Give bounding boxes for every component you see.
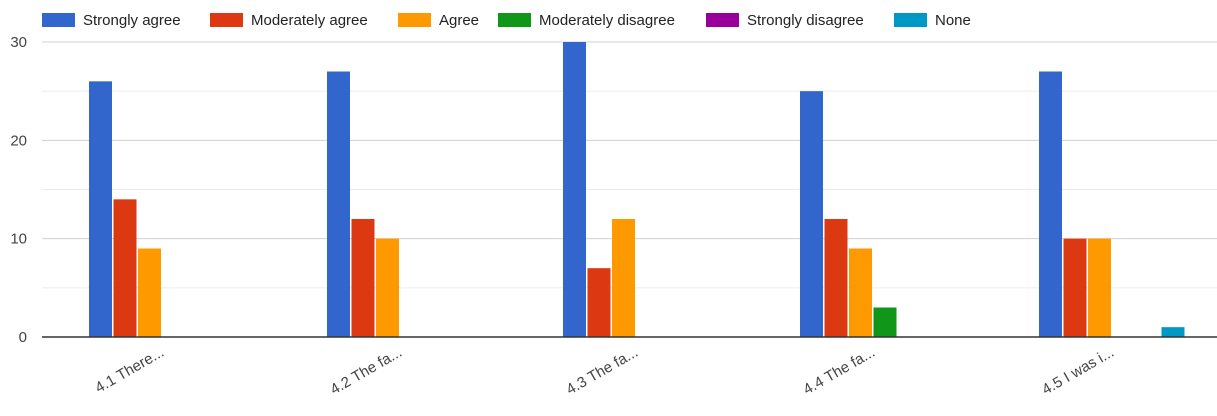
legend-swatch: [398, 13, 431, 27]
x-tick-label: 4.3 The fa...: [563, 344, 641, 399]
legend-label: Strongly disagree: [747, 12, 864, 29]
bar-strongly-agree-1: [89, 81, 112, 337]
bar-strongly-agree-5: [1039, 71, 1062, 337]
x-axis-labels: 4.1 There... 4.2 The fa... 4.3 The fa... 4.…: [92, 344, 1117, 399]
bar-strongly-agree-4: [800, 91, 823, 338]
legend-swatch: [706, 13, 739, 27]
bar-strongly-agree-3: [563, 42, 586, 337]
bar-agree-1: [138, 248, 161, 337]
y-tick-label: 20: [10, 132, 27, 149]
bar-moderately-agree-2: [351, 219, 375, 337]
x-tick-label: 4.1 There...: [92, 344, 167, 397]
legend-label: Moderately agree: [251, 12, 368, 29]
bar-strongly-agree-2: [327, 71, 350, 337]
bar-agree-4: [849, 248, 872, 337]
bar-agree-2: [376, 238, 399, 337]
bar-moderately-disagree-4: [873, 307, 897, 337]
x-tick-label: 4.5 I was i...: [1039, 344, 1117, 399]
bar-moderately-agree-1: [113, 199, 137, 337]
legend-swatch: [498, 13, 531, 27]
bar-agree-5: [1088, 238, 1111, 337]
bar-agree-3: [612, 219, 635, 337]
y-tick-label: 30: [10, 34, 27, 51]
legend-label: Moderately disagree: [539, 12, 675, 29]
legend-label: None: [935, 12, 971, 29]
x-tick-label: 4.2 The fa...: [327, 344, 405, 399]
legend-swatch: [894, 13, 927, 27]
gridlines: [42, 41, 1217, 289]
bar-moderately-agree-3: [587, 268, 611, 337]
legend-label: Agree: [439, 12, 479, 29]
legend: Strongly agree Moderately agree Agree Moder…: [42, 12, 971, 29]
bars: [89, 42, 1185, 338]
bar-moderately-agree-5: [1063, 238, 1087, 337]
x-tick-label: 4.4 The fa...: [800, 344, 878, 399]
legend-swatch: [42, 13, 75, 27]
bar-moderately-agree-4: [824, 219, 848, 337]
y-tick-label: 0: [19, 329, 27, 346]
y-tick-label: 10: [10, 231, 27, 248]
legend-swatch: [210, 13, 243, 27]
y-axis-ticks: 0 10 20 30: [10, 34, 27, 346]
legend-label: Strongly agree: [83, 12, 181, 29]
bar-none-5: [1161, 327, 1185, 337]
